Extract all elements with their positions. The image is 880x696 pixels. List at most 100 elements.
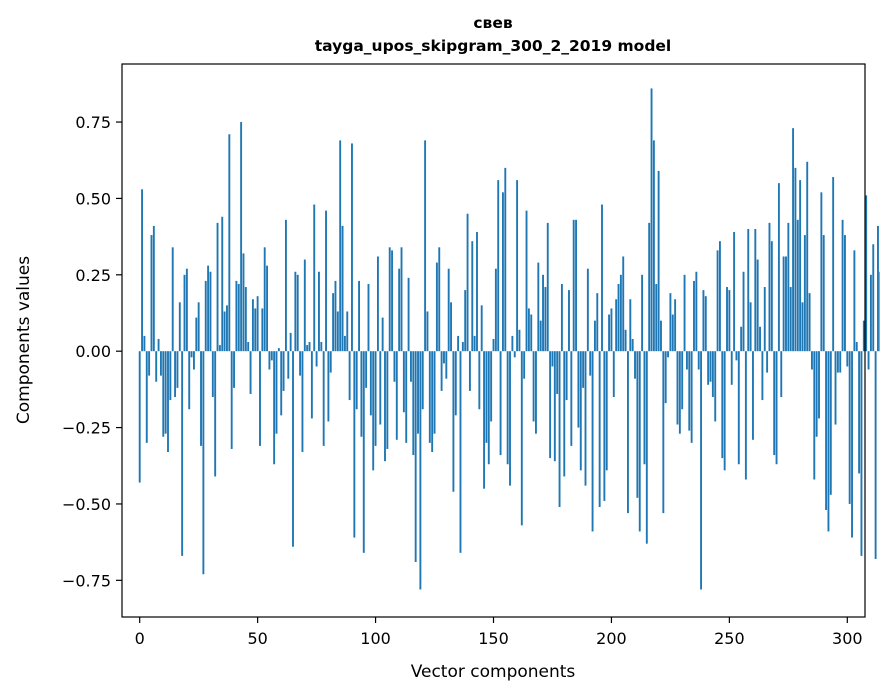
bar bbox=[501, 192, 504, 352]
y-tick-label: −0.75 bbox=[62, 571, 111, 590]
bar bbox=[384, 351, 386, 462]
bar bbox=[282, 351, 285, 391]
bar bbox=[511, 335, 514, 352]
bar bbox=[435, 262, 438, 352]
bar bbox=[343, 335, 346, 352]
bar bbox=[381, 317, 384, 352]
bar bbox=[263, 247, 266, 352]
bar bbox=[617, 283, 620, 352]
bar bbox=[424, 140, 427, 352]
bar bbox=[832, 177, 835, 352]
bar bbox=[678, 351, 681, 434]
bar bbox=[532, 351, 535, 422]
bar bbox=[452, 351, 455, 492]
bar bbox=[756, 259, 759, 352]
bar bbox=[226, 305, 228, 352]
y-tick-label: −0.50 bbox=[62, 495, 111, 514]
bar bbox=[577, 351, 580, 428]
bar bbox=[367, 283, 370, 352]
bar bbox=[176, 351, 179, 388]
bar bbox=[525, 210, 528, 352]
bar bbox=[468, 351, 471, 391]
bar bbox=[388, 247, 391, 352]
bar bbox=[325, 210, 327, 352]
bar bbox=[803, 235, 806, 352]
bar bbox=[553, 351, 556, 462]
bars-group bbox=[138, 88, 880, 590]
bar bbox=[551, 351, 554, 367]
bar bbox=[440, 351, 443, 391]
bar bbox=[558, 351, 561, 508]
bar bbox=[718, 241, 721, 352]
bar bbox=[575, 219, 577, 352]
bar bbox=[306, 345, 309, 352]
bar bbox=[346, 311, 349, 352]
bar bbox=[308, 342, 311, 352]
bar bbox=[667, 351, 669, 358]
bar bbox=[737, 351, 740, 465]
bar bbox=[572, 219, 575, 352]
bar bbox=[568, 290, 570, 352]
bar bbox=[761, 351, 764, 401]
bar bbox=[407, 277, 410, 352]
bar bbox=[608, 314, 611, 352]
bar bbox=[464, 290, 467, 352]
bar bbox=[806, 161, 809, 352]
bar bbox=[438, 247, 441, 352]
bar bbox=[193, 351, 195, 370]
bar bbox=[341, 225, 344, 352]
bar bbox=[652, 140, 655, 352]
bar bbox=[818, 351, 820, 419]
bar bbox=[261, 308, 264, 352]
bar bbox=[473, 335, 476, 352]
bar bbox=[766, 351, 769, 373]
bar bbox=[752, 351, 754, 440]
bar bbox=[527, 308, 530, 352]
bar bbox=[723, 351, 726, 471]
bar bbox=[596, 293, 599, 352]
bar bbox=[374, 351, 377, 446]
bar bbox=[537, 262, 540, 352]
bar bbox=[593, 320, 596, 352]
bar bbox=[792, 128, 795, 352]
bar bbox=[499, 351, 502, 456]
bar bbox=[872, 244, 875, 352]
bar bbox=[358, 280, 360, 352]
bar bbox=[310, 351, 313, 419]
bar bbox=[398, 268, 401, 352]
bar bbox=[695, 271, 698, 352]
bar bbox=[716, 250, 719, 352]
bar bbox=[662, 351, 665, 514]
bar bbox=[443, 351, 445, 364]
bar bbox=[846, 351, 849, 367]
bar bbox=[690, 351, 693, 443]
bar bbox=[428, 351, 431, 443]
bar bbox=[178, 302, 181, 352]
bar bbox=[563, 351, 566, 477]
bar bbox=[560, 283, 563, 352]
bar bbox=[605, 351, 608, 471]
bar bbox=[520, 351, 523, 526]
bar bbox=[664, 351, 667, 404]
bar bbox=[627, 351, 629, 514]
bar bbox=[209, 271, 212, 352]
bar bbox=[688, 351, 691, 431]
x-tick-label: 300 bbox=[832, 629, 863, 648]
bar bbox=[405, 351, 408, 443]
bar bbox=[360, 351, 363, 437]
bar bbox=[223, 311, 226, 352]
bar bbox=[355, 351, 358, 410]
bar bbox=[825, 351, 828, 511]
bar bbox=[759, 326, 761, 352]
bar bbox=[492, 338, 495, 352]
bar bbox=[228, 134, 231, 352]
bar bbox=[622, 256, 625, 352]
bar bbox=[244, 287, 247, 352]
bar bbox=[292, 351, 294, 547]
bar bbox=[874, 351, 877, 559]
bar bbox=[744, 351, 747, 480]
bar bbox=[174, 351, 177, 398]
bar bbox=[556, 351, 559, 394]
bar bbox=[259, 351, 261, 446]
y-tick-label: 0.75 bbox=[75, 113, 111, 132]
